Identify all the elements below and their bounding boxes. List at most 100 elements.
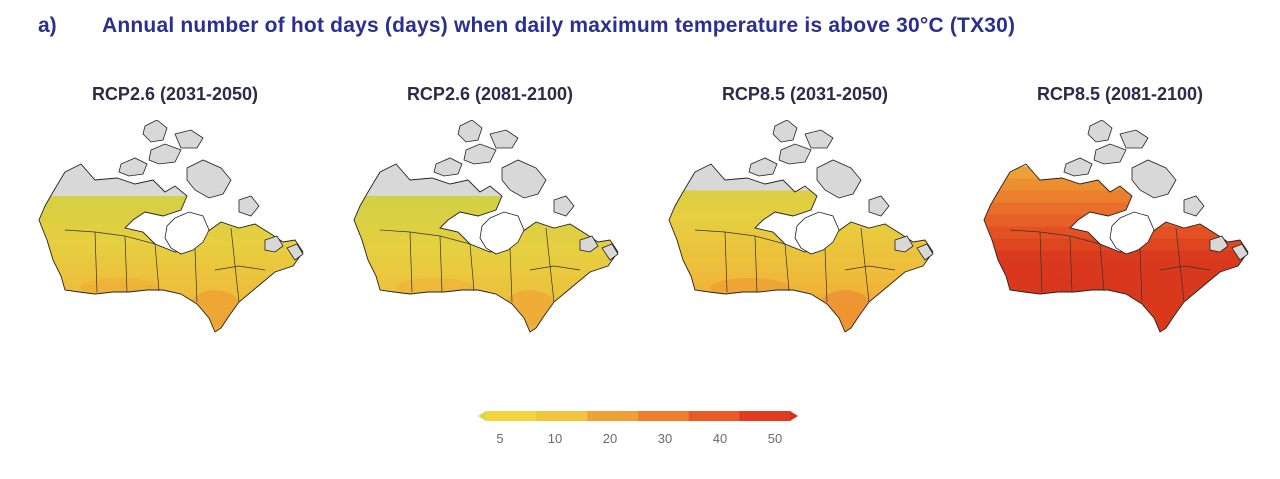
arctic-island: [1131, 159, 1177, 199]
hudson-bay: [164, 211, 210, 255]
province-border: [194, 247, 198, 303]
hot-days-band: [669, 190, 933, 202]
province-border: [379, 229, 471, 245]
province-border: [844, 265, 896, 271]
hot-days-band: [669, 293, 933, 305]
legend-tick: 50: [767, 431, 783, 446]
hot-days-band: [39, 285, 303, 296]
province-border: [824, 247, 828, 303]
hot-days-band: [984, 274, 1248, 288]
hot-spot-prairies: [710, 278, 790, 298]
map-panel-rcp85-2081-2100: RCP8.5 (2081-2100): [970, 84, 1270, 354]
hot-days-band: [354, 275, 618, 286]
map-panel-rcp26-2031-2050: RCP2.6 (2031-2050): [25, 84, 325, 354]
arctic-island: [463, 143, 497, 165]
province-border: [1099, 243, 1105, 292]
arctic-island: [1087, 120, 1113, 143]
canada-coastline: [353, 163, 619, 333]
hot-days-band: [354, 196, 618, 207]
arctic-island: [894, 235, 914, 253]
hot-days-band: [669, 273, 933, 284]
province-border: [1139, 247, 1143, 303]
hot-days-band: [984, 190, 1248, 204]
legend-segment: [739, 411, 791, 421]
hot-days-band: [354, 205, 618, 217]
province-border: [860, 227, 870, 303]
arctic-island: [489, 129, 519, 149]
hudson-bay: [479, 211, 525, 255]
hot-days-band: [984, 298, 1248, 312]
province-border: [154, 243, 160, 292]
legend-tick: 20: [602, 431, 618, 446]
hot-days-band: [354, 315, 618, 326]
province-border: [784, 243, 790, 292]
canada-map: [668, 120, 934, 333]
arctic-island: [118, 157, 148, 177]
hot-days-band: [354, 255, 618, 267]
arctic-island: [778, 143, 812, 165]
arctic-island: [804, 129, 834, 149]
hot-days-band: [354, 265, 618, 277]
legend-segment: [587, 411, 639, 421]
hot-days-band: [39, 305, 303, 316]
arctic-island: [1063, 157, 1093, 177]
arctic-island: [1209, 235, 1229, 253]
hot-days-band: [39, 315, 303, 326]
hot-days-band: [669, 262, 933, 274]
legend-segment: [536, 411, 588, 421]
hudson-bay: [1109, 211, 1155, 255]
canada-coastline: [668, 163, 934, 333]
canada-map: [38, 120, 304, 333]
hot-days-band: [984, 310, 1248, 324]
hot-days-band: [669, 200, 933, 212]
hot-days-band: [984, 250, 1248, 264]
province-border: [1009, 229, 1101, 245]
hot-days-band: [354, 285, 618, 296]
panel-title: RCP2.6 (2031-2050): [91, 84, 259, 104]
hot-days-band: [669, 252, 933, 264]
map-panel-rcp85-2031-2050: RCP8.5 (2031-2050): [655, 84, 955, 354]
province-border: [694, 229, 786, 245]
arctic-island: [868, 195, 890, 217]
panel-title: RCP2.6 (2081-2100): [406, 84, 574, 104]
arctic-island: [238, 195, 260, 217]
hot-days-band: [984, 322, 1248, 332]
canada-coastline: [983, 163, 1249, 333]
arctic-island: [1093, 143, 1127, 165]
province-border: [439, 235, 443, 293]
hot-days-band: [39, 196, 303, 207]
arctic-island: [286, 243, 304, 261]
arctic-island: [601, 243, 619, 261]
hot-days-band: [354, 305, 618, 316]
province-border: [545, 227, 555, 303]
legend-colorbar: [478, 411, 798, 421]
arctic-island: [174, 129, 204, 149]
hot-spot-prairies: [1025, 278, 1105, 298]
province-border: [509, 247, 513, 303]
hot-days-band: [669, 324, 933, 332]
arctic-island: [433, 157, 463, 177]
legend-tick: 5: [496, 431, 504, 446]
legend-tick: 10: [547, 431, 563, 446]
hudson-bay: [794, 211, 840, 255]
legend-segment: [638, 411, 690, 421]
hot-days-band: [669, 314, 933, 326]
hot-days-band: [669, 304, 933, 315]
arctic-island: [579, 235, 599, 253]
hot-days-band: [984, 166, 1248, 180]
legend-segment: [486, 411, 538, 421]
province-border: [94, 231, 98, 293]
legend-arrow-low: [478, 411, 486, 421]
hot-spot-prairies: [80, 278, 160, 298]
hot-days-band: [984, 286, 1248, 300]
province-border: [124, 235, 128, 293]
arctic-island: [772, 120, 798, 143]
hot-days-band: [39, 275, 303, 286]
hot-days-band: [984, 202, 1248, 216]
province-border: [214, 265, 266, 271]
arctic-island: [1183, 195, 1205, 217]
province-border: [754, 235, 758, 293]
hot-days-band: [984, 178, 1248, 192]
arctic-island: [186, 159, 232, 199]
arctic-island: [553, 195, 575, 217]
